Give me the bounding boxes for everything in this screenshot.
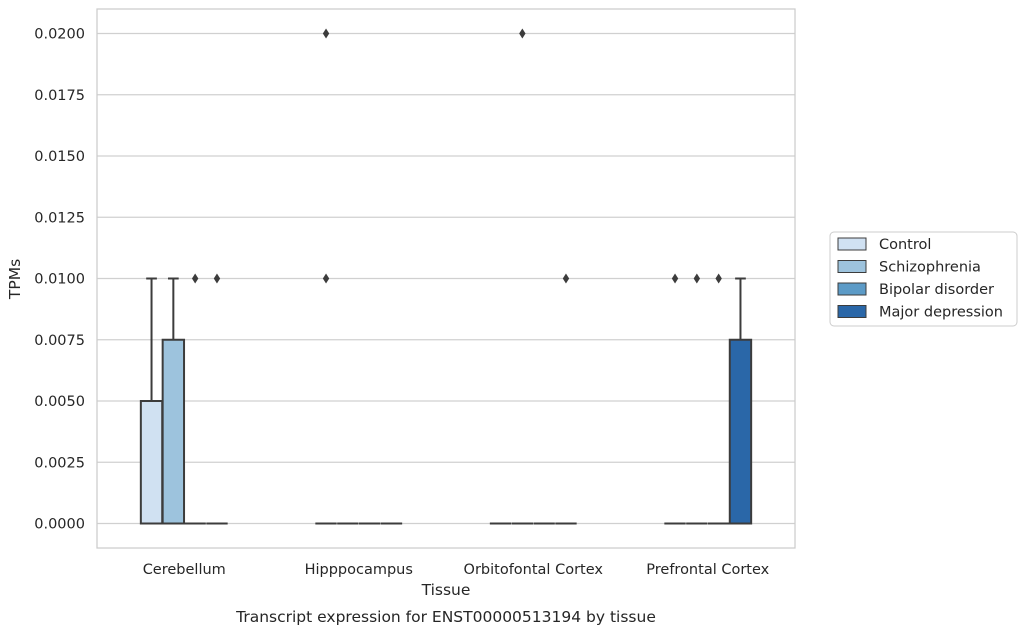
outlier-point: [693, 273, 701, 284]
box-major-depression: [728, 277, 753, 525]
legend-label: Major depression: [879, 305, 1003, 321]
outlier-point: [715, 273, 722, 284]
outlier-point: [519, 28, 526, 39]
y-tick-label: 0.0200: [34, 27, 85, 43]
x-tick-label: Cerebellum: [143, 562, 226, 578]
legend-swatch: [837, 305, 867, 318]
legend: Control Schizophrenia Bipolar disorder Majo…: [829, 231, 1018, 327]
x-tick-label: Prefrontal Cortex: [646, 562, 769, 578]
y-tick-label: 0.0025: [34, 455, 85, 471]
box-control: [139, 277, 164, 525]
y-tick-label: 0.0000: [34, 517, 85, 533]
legend-swatch: [837, 282, 867, 296]
outlier-point: [562, 273, 570, 284]
y-tick-label: 0.0050: [34, 394, 85, 410]
x-axis-label: Tissue: [421, 581, 471, 599]
y-axis-ticks: 0.0000 0.0025 0.0050 0.0075 0.0100 0.0125 0.01…: [34, 27, 85, 533]
x-tick-label: Orbitofontal Cortex: [464, 562, 604, 578]
outlier-point: [213, 273, 221, 284]
outlier-point: [671, 273, 679, 284]
box-body: [728, 338, 753, 525]
x-axis-ticks: Cerebellum Hipppocampus Orbitofontal Corte…: [143, 562, 770, 578]
legend-label: Bipolar disorder: [879, 282, 994, 298]
outlier-point: [322, 28, 330, 39]
y-tick-label: 0.0175: [34, 88, 85, 104]
legend-label: Schizophrenia: [879, 260, 981, 276]
legend-frame: [829, 231, 1018, 327]
box-body: [139, 400, 164, 525]
y-tick-label: 0.0125: [34, 210, 85, 226]
grid-lines: [97, 32, 795, 525]
y-axis-label: TPMs: [6, 259, 24, 300]
x-tick-label: Hipppocampus: [305, 562, 413, 578]
box-body: [161, 338, 186, 525]
legend-swatch: [837, 237, 867, 251]
outlier-point: [191, 273, 199, 284]
box-schizophrenia: [161, 277, 186, 525]
boxes: [139, 277, 753, 525]
outlier-point: [322, 273, 330, 284]
outliers: [191, 28, 722, 284]
y-tick-label: 0.0100: [34, 272, 85, 288]
plot-frame: [96, 8, 796, 549]
y-tick-label: 0.0075: [34, 333, 85, 349]
legend-label: Control: [879, 237, 931, 253]
y-tick-label: 0.0150: [34, 149, 85, 165]
chart-caption: Transcript expression for ENST0000051319…: [235, 608, 656, 626]
legend-swatch: [837, 260, 867, 273]
